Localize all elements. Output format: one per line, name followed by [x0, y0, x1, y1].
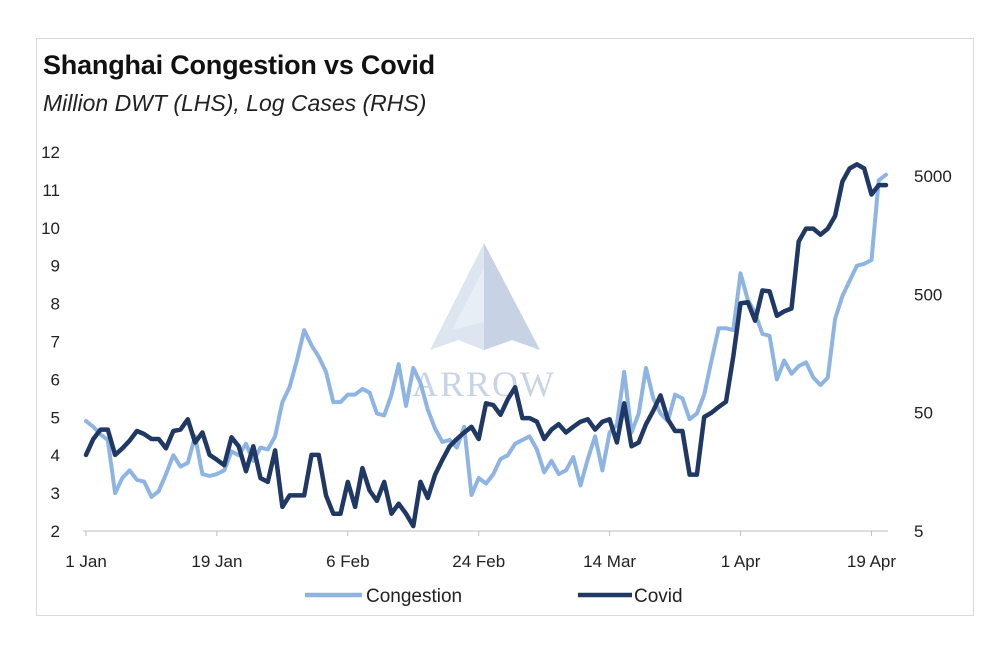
x-tick-label: 19 Apr: [847, 552, 896, 571]
left-y-tick-label: 2: [51, 522, 60, 541]
right-y-tick-label: 500: [914, 285, 942, 304]
left-y-tick-label: 12: [41, 143, 60, 162]
left-y-tick-label: 11: [42, 181, 60, 200]
left-y-tick-label: 5: [51, 408, 60, 427]
chart-title: Shanghai Congestion vs Covid: [43, 50, 435, 80]
axes: [83, 530, 888, 536]
x-tick-label: 1 Jan: [65, 552, 107, 571]
left-y-tick-label: 9: [51, 257, 60, 276]
right-y-tick-label: 5: [914, 522, 923, 541]
x-tick-labels: 1 Jan 19 Jan 6 Feb 24 Feb 14 Mar 1 Apr 19 Apr: [65, 552, 896, 571]
left-y-tick-label: 8: [51, 295, 60, 314]
x-tick-label: 24 Feb: [452, 552, 505, 571]
series-line-covid: [83, 162, 889, 529]
x-tick-label: 6 Feb: [326, 552, 369, 571]
arrow-watermark-logo: ARROW: [412, 243, 556, 404]
left-y-tick-label: 7: [51, 333, 60, 352]
right-y-tick-label: 5000: [914, 167, 952, 186]
series-lines: [83, 162, 889, 529]
right-y-tick-labels: 5 50 500 5000: [914, 167, 952, 541]
legend: Congestion Covid: [305, 586, 683, 607]
right-y-tick-label: 50: [914, 404, 933, 423]
watermark-text: ARROW: [412, 364, 556, 404]
left-y-tick-label: 4: [51, 446, 60, 465]
x-tick-label: 14 Mar: [583, 552, 636, 571]
legend-label-covid: Covid: [634, 586, 683, 607]
x-tick-label: 1 Apr: [721, 552, 761, 571]
left-y-tick-label: 10: [41, 219, 60, 238]
left-y-tick-label: 6: [51, 370, 60, 389]
left-y-tick-label: 3: [51, 484, 60, 503]
chart-subtitle: Million DWT (LHS), Log Cases (RHS): [43, 90, 427, 116]
legend-label-congestion: Congestion: [366, 586, 462, 607]
x-tick-label: 19 Jan: [191, 552, 242, 571]
left-y-tick-labels: 2 3 4 5 6 7 8 9 10 11 12: [41, 143, 60, 541]
